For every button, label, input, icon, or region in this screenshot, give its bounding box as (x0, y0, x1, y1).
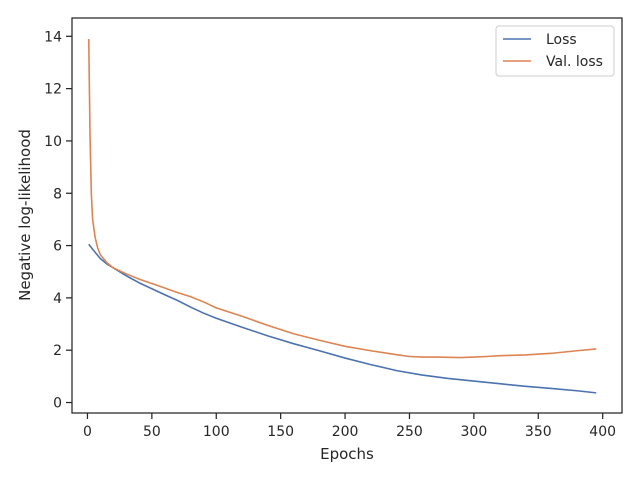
x-tick-label: 250 (396, 424, 423, 440)
x-tick-label: 150 (267, 424, 294, 440)
x-tick-label: 400 (589, 424, 616, 440)
y-tick-label: 4 (53, 291, 62, 307)
y-tick-label: 14 (44, 29, 62, 45)
x-axis-ticks: 0 50 100 150 200 250 300 350 400 (83, 413, 616, 440)
y-tick-label: 12 (44, 82, 62, 98)
y-tick-label: 10 (44, 134, 62, 150)
y-tick-label: 6 (53, 239, 62, 255)
y-axis-label: Negative log-likelihood (16, 129, 34, 301)
x-axis-label: Epochs (320, 445, 374, 463)
y-tick-label: 0 (53, 396, 62, 412)
x-tick-label: 200 (332, 424, 359, 440)
legend-label-val-loss: Val. loss (546, 54, 603, 70)
x-tick-label: 50 (143, 424, 161, 440)
x-tick-label: 300 (461, 424, 488, 440)
x-tick-label: 100 (203, 424, 230, 440)
y-tick-label: 8 (53, 186, 62, 202)
series-lines (87, 38, 597, 394)
series-line-loss (88, 243, 597, 394)
x-tick-label: 0 (83, 424, 92, 440)
x-tick-label: 350 (525, 424, 552, 440)
series-line-val-loss (87, 38, 597, 359)
y-axis-ticks: 0 2 4 6 8 10 12 14 (44, 29, 72, 412)
legend-label-loss: Loss (546, 32, 577, 48)
legend: Loss Val. loss (495, 25, 615, 77)
y-tick-label: 2 (53, 343, 62, 359)
